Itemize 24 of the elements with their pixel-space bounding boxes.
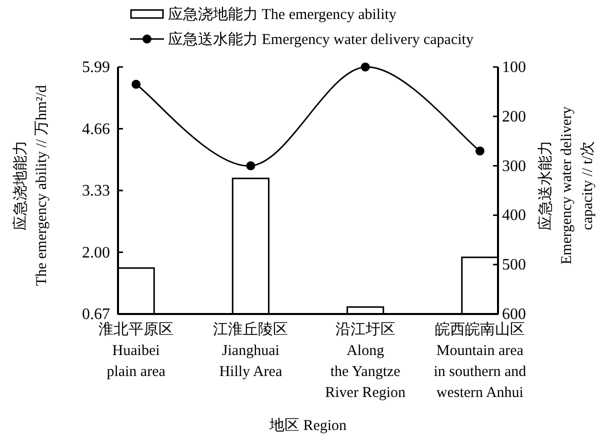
x-tick-label: 沿江圩区 Along the Yangtze River Region bbox=[325, 321, 406, 401]
y2-tick-label: 300 bbox=[502, 158, 526, 175]
point bbox=[360, 62, 370, 72]
point bbox=[132, 80, 141, 89]
y2-tick-label: 600 bbox=[502, 306, 526, 323]
y-tick-label: 3.33 bbox=[82, 182, 110, 200]
x-tick-label: 江淮丘陵区 Jianghuai Hilly Area bbox=[213, 321, 288, 380]
y-tick-label: 4.66 bbox=[82, 120, 110, 138]
y2-axis-title: 应急送水能力 Emergency water delivery capacity // t/次 bbox=[537, 106, 596, 264]
y-tick-label: 5.99 bbox=[82, 59, 110, 76]
legend-label: 应急送水能力 Emergency water delivery capacity bbox=[168, 31, 474, 48]
x-tick-label: 皖西皖南山区 Mountain area in southern and western Anhui bbox=[434, 321, 527, 401]
point bbox=[246, 161, 256, 170]
y2-tick-label: 200 bbox=[502, 108, 526, 126]
y-tick-label: 0.67 bbox=[82, 306, 110, 323]
x-axis-title: 地区 Region bbox=[268, 417, 348, 434]
x-tick-label: 淮北平原区 Huaibei plain area bbox=[98, 321, 174, 380]
point bbox=[475, 146, 484, 156]
y2-tick-label: 100 bbox=[502, 59, 526, 76]
y2-tick-label: 500 bbox=[502, 256, 526, 274]
y2-tick-label: 400 bbox=[502, 207, 526, 224]
y-axis-title: 应急浇地能力 The emergency ability // 万hm²/d bbox=[12, 84, 50, 286]
y-tick-label: 2.00 bbox=[82, 244, 110, 262]
legend-label: 应急浇地能力 The emergency ability bbox=[168, 6, 397, 23]
